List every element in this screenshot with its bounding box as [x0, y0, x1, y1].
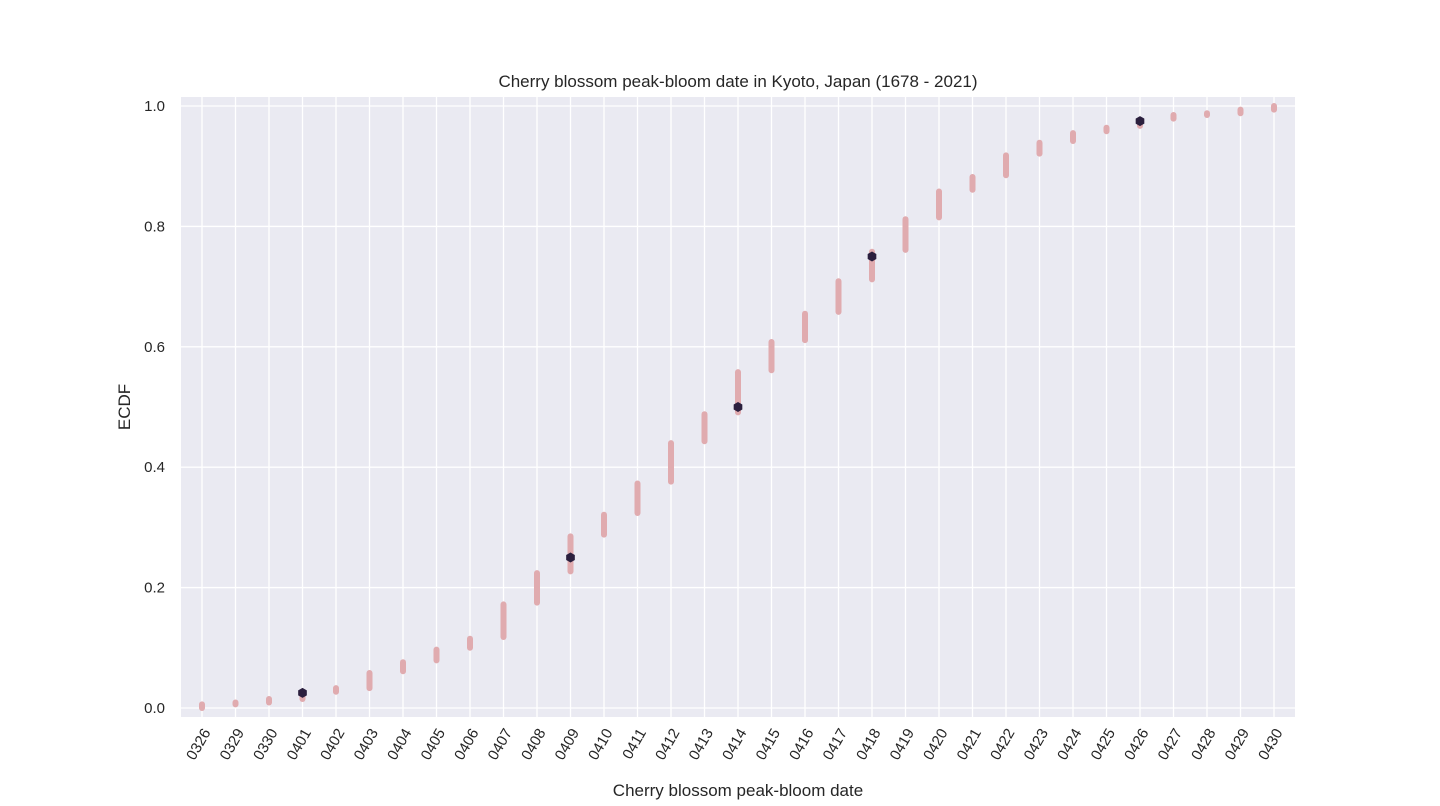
percentile-points [298, 116, 1145, 698]
x-tick-label: 0428 [1188, 726, 1219, 763]
percentile-point [733, 402, 743, 412]
percentile-point [298, 687, 307, 698]
x-tick-label: 0403 [351, 726, 382, 763]
y-tick-label: 0.0 [144, 700, 165, 717]
x-tick-label: 0326 [183, 726, 214, 763]
y-tick-label: 0.2 [144, 580, 165, 597]
x-tick-label: 0402 [317, 726, 348, 763]
x-axis-label: Cherry blossom peak-bloom date [613, 781, 863, 800]
x-tick-label: 0425 [1088, 726, 1119, 763]
x-tick-label: 0416 [786, 726, 817, 763]
x-tick-label: 0420 [920, 726, 951, 763]
x-tick-label: 0405 [418, 726, 449, 763]
x-tick-label: 0329 [217, 726, 248, 763]
percentile-point [1135, 116, 1145, 127]
x-tick-label: 0404 [384, 726, 415, 763]
y-tick-labels: 0.0 0.2 0.4 0.6 0.8 1.0 [144, 98, 165, 717]
y-tick-label: 0.8 [144, 218, 165, 235]
x-tick-label: 0423 [1021, 726, 1052, 763]
x-tick-label: 0417 [820, 726, 851, 763]
x-tick-label: 0415 [753, 726, 784, 763]
x-tick-label: 0409 [552, 726, 583, 763]
x-tick-labels: 0326 0329 0330 0401 0402 0403 0404 0405 0406 0407… [183, 726, 1286, 763]
y-axis-label: ECDF [115, 384, 134, 430]
chart-title: Cherry blossom peak-bloom date in Kyoto,… [498, 72, 977, 91]
y-tick-label: 0.4 [144, 459, 165, 476]
x-tick-label: 0330 [250, 726, 281, 763]
x-tick-label: 0408 [518, 726, 549, 763]
x-tick-label: 0430 [1255, 726, 1286, 763]
x-tick-label: 0419 [887, 726, 918, 763]
grid-lines [181, 97, 1295, 717]
percentile-point [566, 552, 575, 563]
x-tick-label: 0421 [954, 726, 985, 763]
x-tick-label: 0426 [1121, 726, 1152, 763]
x-tick-label: 0424 [1054, 726, 1085, 763]
x-tick-label: 0418 [853, 726, 884, 763]
y-tick-label: 0.6 [144, 339, 165, 356]
x-tick-label: 0414 [719, 726, 750, 763]
x-tick-label: 0407 [485, 726, 516, 763]
x-tick-label: 0406 [451, 726, 482, 763]
x-tick-label: 0427 [1155, 726, 1186, 763]
y-tick-label: 1.0 [144, 98, 165, 115]
x-tick-label: 0411 [619, 726, 650, 762]
x-tick-label: 0429 [1222, 726, 1253, 763]
x-tick-label: 0410 [585, 726, 616, 763]
percentile-point [867, 251, 877, 262]
x-tick-label: 0422 [987, 726, 1018, 763]
x-tick-label: 0413 [686, 726, 717, 763]
x-tick-label: 0401 [284, 726, 315, 763]
x-tick-label: 0412 [652, 726, 683, 763]
